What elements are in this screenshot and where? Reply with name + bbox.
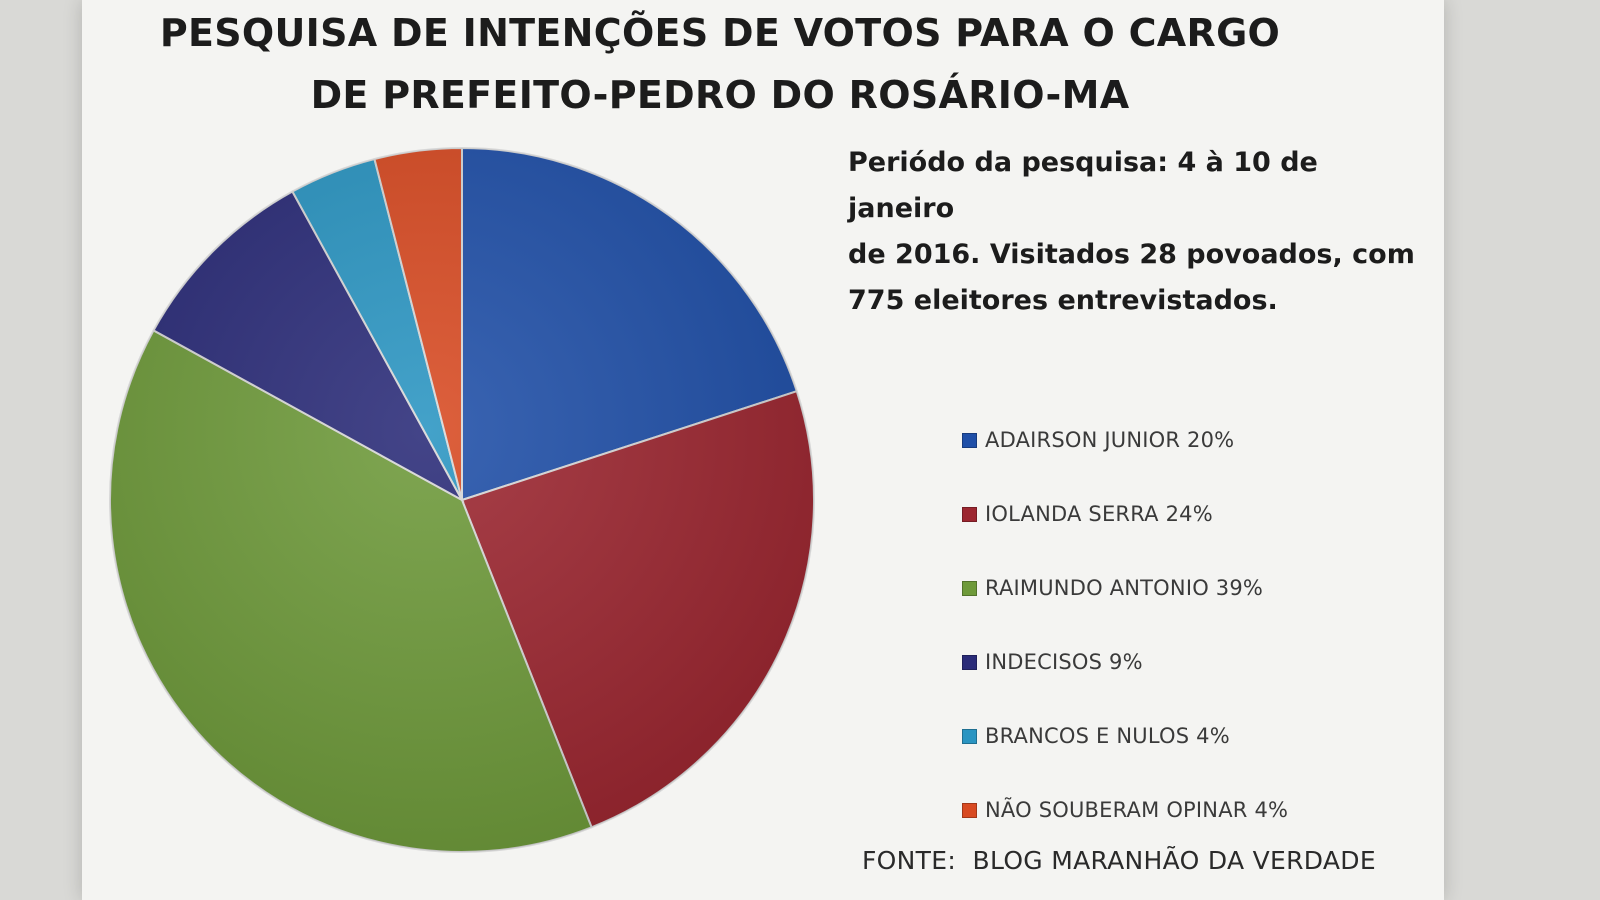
survey-info-line-3: 775 eleitores entrevistados. — [848, 285, 1278, 316]
chart-title-line-1: PESQUISA DE INTENÇÕES DE VOTOS PARA O CA… — [159, 11, 1281, 55]
survey-info-line-2: de 2016. Visitados 28 povoados, com — [848, 239, 1415, 270]
legend-label: INDECISOS 9% — [985, 650, 1143, 674]
legend-label: RAIMUNDO ANTONIO 39% — [985, 576, 1264, 600]
legend-swatch — [962, 580, 977, 596]
legend-swatch — [962, 802, 977, 818]
legend-label: NÃO SOUBERAM OPINAR 4% — [985, 798, 1289, 822]
legend-item: NÃO SOUBERAM OPINAR 4% — [962, 773, 1422, 847]
legend-item: INDECISOS 9% — [962, 625, 1422, 699]
legend-item: RAIMUNDO ANTONIO 39% — [962, 551, 1422, 625]
legend-swatch — [962, 728, 977, 744]
legend-swatch — [962, 506, 977, 522]
chart-source: FONTE: BLOG MARANHÃO DA VERDADE — [862, 846, 1376, 875]
legend-swatch — [962, 432, 977, 448]
chart-title: PESQUISA DE INTENÇÕES DE VOTOS PARA O CA… — [0, 2, 1440, 126]
survey-info-line-1: Periódo da pesquisa: 4 à 10 de janeiro — [848, 147, 1318, 224]
legend-label: ADAIRSON JUNIOR 20% — [985, 428, 1235, 452]
legend-item: IOLANDA SERRA 24% — [962, 477, 1422, 551]
legend-swatch — [962, 654, 977, 670]
legend-label: BRANCOS E NULOS 4% — [985, 724, 1230, 748]
survey-info: Periódo da pesquisa: 4 à 10 de janeiro d… — [848, 140, 1428, 324]
chart-legend: ADAIRSON JUNIOR 20% IOLANDA SERRA 24% RA… — [962, 403, 1422, 847]
chart-title-line-2: DE PREFEITO-PEDRO DO ROSÁRIO-MA — [310, 73, 1130, 117]
legend-item: BRANCOS E NULOS 4% — [962, 699, 1422, 773]
legend-label: IOLANDA SERRA 24% — [985, 502, 1213, 526]
legend-item: ADAIRSON JUNIOR 20% — [962, 403, 1422, 477]
